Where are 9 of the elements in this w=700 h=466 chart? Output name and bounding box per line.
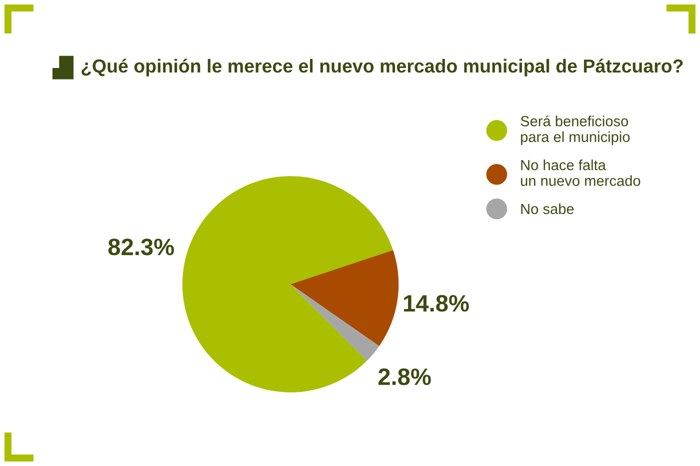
legend-label: Será beneficioso para el municipio (520, 115, 630, 145)
legend-label: No sabe (521, 203, 574, 214)
data-label: 2.8% (378, 368, 431, 386)
legend-label: No hace falta un nuevo mercado (520, 160, 640, 186)
pie-slice (290, 284, 380, 361)
data-label: 14.8% (404, 294, 469, 312)
chart-title: ¿Qué opinión le merece el nuevo mercado municipal de Pátzcuaro? (82, 58, 683, 76)
data-label: 82.3% (108, 238, 174, 256)
pie-slice (290, 250, 399, 346)
